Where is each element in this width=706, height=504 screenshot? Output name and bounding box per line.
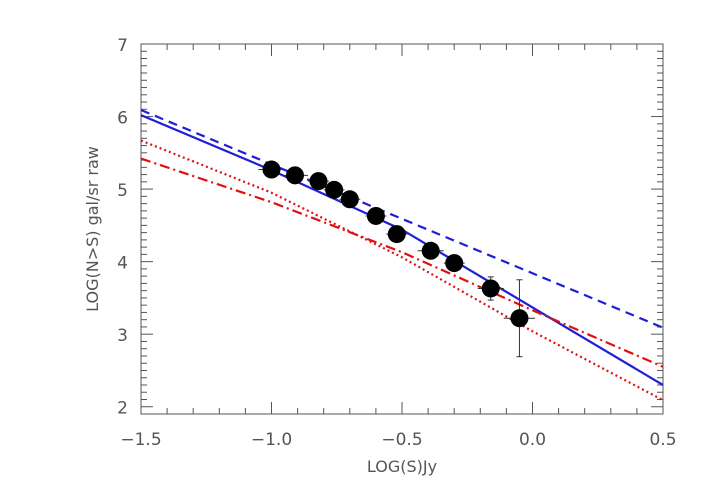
- series-line-dotted: [140, 139, 664, 402]
- data-points: [262, 160, 529, 328]
- series-line-solid: [140, 114, 664, 386]
- data-point: [421, 241, 440, 260]
- y-axis-label: LOG(N>S) gal/sr raw: [83, 146, 102, 312]
- x-tick-label: −0.5: [381, 430, 422, 450]
- minor-ticks: [141, 44, 663, 415]
- data-point: [481, 279, 500, 298]
- y-tick-labels: 2 3 4 5 6 7: [117, 36, 128, 419]
- data-point: [325, 180, 344, 199]
- data-point: [285, 166, 304, 185]
- x-tick-label: 0.0: [519, 430, 546, 450]
- data-point: [387, 225, 406, 244]
- series-line-dashed: [140, 108, 664, 329]
- data-point: [445, 254, 464, 273]
- y-tick-label: 6: [117, 109, 128, 129]
- y-tick-label: 4: [117, 254, 128, 274]
- y-tick-label: 2: [117, 399, 128, 419]
- data-point: [309, 172, 328, 191]
- y-tick-label: 3: [117, 326, 128, 346]
- data-point: [340, 190, 359, 209]
- x-axis-label: LOG(S)Jy: [367, 457, 437, 476]
- data-point: [510, 309, 529, 328]
- data-point: [262, 160, 281, 179]
- y-tick-label: 5: [117, 181, 128, 201]
- error-bars: [258, 166, 536, 358]
- data-point: [366, 206, 385, 225]
- model-lines: [140, 108, 664, 402]
- series-line-dashdot: [140, 157, 664, 368]
- y-tick-label: 7: [117, 36, 128, 56]
- x-tick-label: −1.5: [120, 430, 161, 450]
- x-tick-label: −1.0: [251, 430, 292, 450]
- x-tick-labels: −1.5 −1.0 −0.5 0.0 0.5: [120, 430, 676, 450]
- x-tick-label: 0.5: [649, 430, 676, 450]
